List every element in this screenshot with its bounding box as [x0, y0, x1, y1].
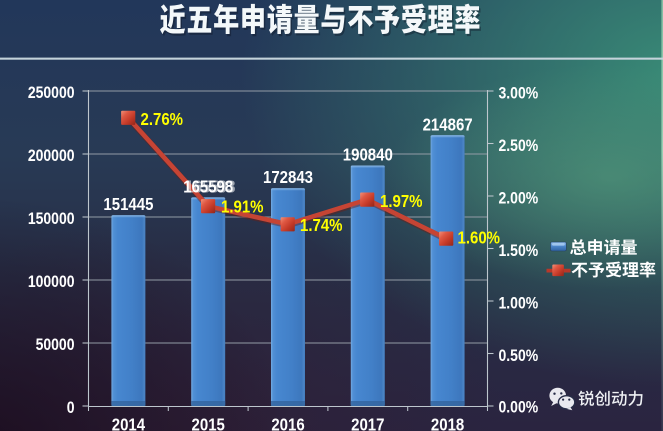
- svg-text:165598: 165598: [183, 177, 233, 196]
- svg-text:151445: 151445: [103, 195, 153, 214]
- svg-text:2014: 2014: [112, 415, 146, 431]
- svg-text:1.97%: 1.97%: [380, 192, 423, 211]
- svg-text:1.60%: 1.60%: [458, 228, 501, 247]
- svg-text:100000: 100000: [28, 273, 75, 291]
- svg-text:214867: 214867: [423, 115, 473, 134]
- svg-text:2.50%: 2.50%: [499, 137, 539, 155]
- svg-text:165593: 165593: [185, 177, 235, 196]
- svg-text:1.50%: 1.50%: [499, 242, 539, 260]
- svg-text:2018: 2018: [431, 415, 464, 431]
- svg-text:172843: 172843: [263, 168, 313, 187]
- svg-text:50000: 50000: [36, 336, 75, 354]
- svg-text:1.91%: 1.91%: [221, 197, 264, 216]
- svg-text:250000: 250000: [28, 84, 75, 102]
- svg-text:2015: 2015: [192, 415, 225, 431]
- svg-text:3.00%: 3.00%: [499, 84, 539, 102]
- svg-text:0.00%: 0.00%: [499, 398, 539, 416]
- svg-text:190840: 190840: [343, 145, 393, 164]
- svg-text:2.00%: 2.00%: [499, 189, 539, 207]
- svg-text:150000: 150000: [28, 210, 75, 228]
- svg-text:1.74%: 1.74%: [300, 216, 343, 235]
- svg-text:2.76%: 2.76%: [141, 110, 184, 129]
- svg-text:1.00%: 1.00%: [499, 294, 539, 312]
- svg-text:0: 0: [67, 399, 75, 417]
- svg-text:2017: 2017: [351, 415, 384, 431]
- svg-text:2016: 2016: [271, 415, 304, 431]
- svg-text:0.50%: 0.50%: [499, 347, 539, 365]
- svg-text:200000: 200000: [28, 147, 75, 165]
